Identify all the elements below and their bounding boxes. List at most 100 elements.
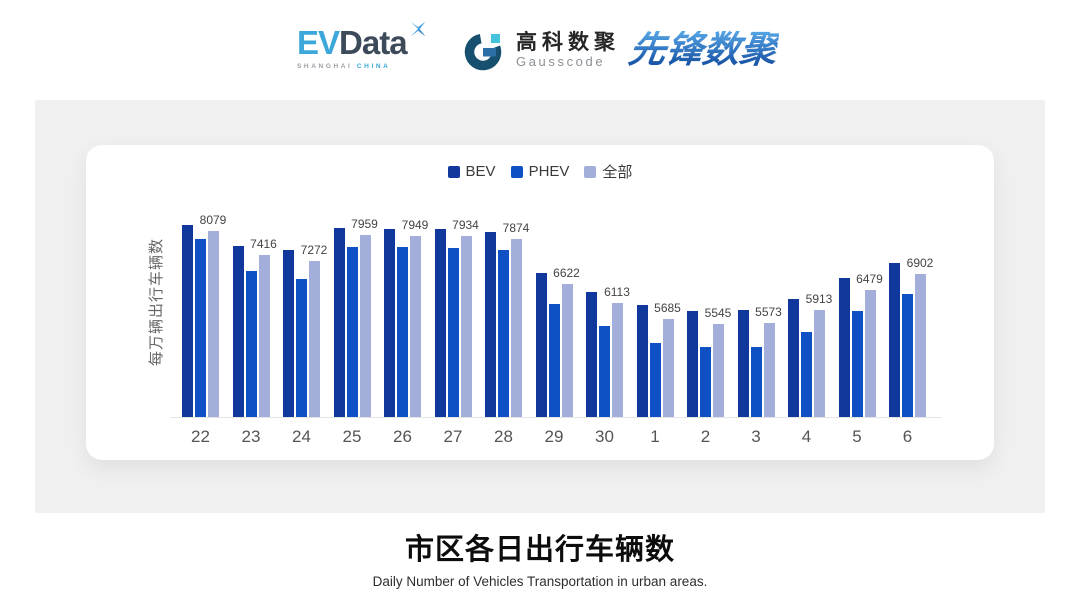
- x-tick-25: 25: [342, 427, 362, 446]
- value-label-22: 8079: [199, 213, 227, 227]
- x-tick-6: 6: [902, 427, 913, 446]
- value-label-23: 7416: [250, 237, 277, 251]
- bar-group-3: 5573: [737, 187, 782, 417]
- bar-全部-29: [561, 284, 573, 417]
- x-axis-line: [170, 417, 942, 418]
- bar-PHEV-2: [700, 347, 711, 417]
- bar-PHEV-30: [599, 326, 610, 417]
- chart-legend: BEV PHEV 全部: [86, 161, 994, 182]
- bar-PHEV-24: [296, 279, 307, 417]
- sparkle-star-icon: [409, 20, 426, 38]
- x-tick-5: 5: [852, 427, 862, 446]
- bar-group-22: 8079: [182, 187, 226, 417]
- bar-全部-26: [410, 236, 421, 417]
- bar-group-30: 6113: [586, 187, 630, 417]
- legend-swatch-phev: [510, 165, 523, 178]
- legend-label-phev: PHEV: [528, 163, 570, 180]
- bar-BEV-4: [788, 299, 799, 417]
- legend-label-bev: BEV: [465, 163, 496, 180]
- value-label-3: 5573: [755, 305, 782, 319]
- bar-全部-3: [763, 323, 775, 417]
- gausscode-text: 高科数聚 Gausscode: [516, 31, 620, 69]
- legend-item-total: 全部: [584, 161, 632, 182]
- bar-全部-1: [662, 319, 674, 417]
- bar-group-26: 7949: [384, 187, 428, 417]
- bar-全部-4: [814, 310, 825, 417]
- value-label-30: 6113: [604, 285, 630, 299]
- x-axis-labels: 22 23 24 25 26 27 28 29 30 1 2 3 4 5 6: [182, 427, 926, 447]
- x-tick-29: 29: [544, 427, 564, 446]
- x-tick-4: 4: [801, 427, 812, 446]
- x-tick-26: 26: [393, 427, 412, 446]
- x-tick-3: 3: [751, 427, 761, 446]
- bar-BEV-28: [485, 232, 496, 417]
- bar-全部-23: [258, 255, 270, 417]
- caption: 市区各日出行车辆数 Daily Number of Vehicles Trans…: [0, 526, 1080, 589]
- evdata-data-text: Data: [339, 24, 408, 61]
- bar-PHEV-4: [801, 332, 812, 417]
- value-label-25: 7959: [351, 217, 378, 231]
- value-label-4: 5913: [805, 292, 833, 306]
- value-label-1: 5685: [654, 301, 681, 315]
- bar-PHEV-6: [902, 294, 913, 417]
- bar-BEV-1: [636, 305, 648, 417]
- value-label-27: 7934: [452, 218, 479, 232]
- bar-全部-28: [511, 239, 522, 417]
- bar-group-4: 5913: [788, 187, 832, 417]
- bar-BEV-5: [838, 278, 850, 417]
- legend-swatch-bev: [447, 165, 460, 178]
- bar-BEV-6: [889, 263, 900, 417]
- bar-PHEV-3: [750, 347, 762, 417]
- gausscode-g-icon: [464, 33, 502, 71]
- bar-PHEV-5: [851, 311, 863, 417]
- bar-BEV-22: [182, 225, 193, 417]
- plot-area: 8079 7416 7272 7959 7949 7934 7874 6622 6113 5685…: [182, 187, 933, 417]
- legend-label-total: 全部: [602, 164, 633, 181]
- gausscode-cn-text: 高科数聚: [516, 30, 620, 54]
- bar-PHEV-22: [195, 239, 206, 417]
- bar-BEV-29: [535, 273, 547, 417]
- value-label-29: 6622: [553, 266, 580, 280]
- bar-BEV-30: [586, 292, 597, 417]
- legend-item-phev: PHEV: [510, 163, 570, 180]
- evdata-wordmark: EVData: [297, 20, 426, 61]
- bar-全部-27: [460, 236, 472, 417]
- chart-card: BEV PHEV 全部 每万辆出行车辆数 8079 7416 7272 7959 794…: [86, 145, 994, 460]
- value-label-26: 7949: [401, 218, 429, 232]
- bar-全部-25: [359, 235, 371, 417]
- value-label-6: 6902: [906, 256, 934, 270]
- evdata-china-text: CHINA: [356, 63, 391, 70]
- evdata-logo: EVData SHANGHAI CHINA: [297, 20, 426, 70]
- x-tick-1: 1: [650, 427, 660, 446]
- bar-PHEV-23: [245, 271, 257, 417]
- value-label-28: 7874: [502, 221, 530, 235]
- bar-BEV-24: [283, 250, 294, 417]
- bar-BEV-3: [737, 310, 749, 417]
- bar-PHEV-1: [649, 343, 661, 417]
- chart-panel: BEV PHEV 全部 每万辆出行车辆数 8079 7416 7272 7959 794…: [35, 100, 1045, 513]
- chart-subtitle: Daily Number of Vehicles Transportation …: [372, 574, 708, 589]
- x-tick-28: 28: [494, 427, 513, 446]
- bar-PHEV-25: [346, 247, 358, 417]
- value-label-24: 7272: [300, 243, 328, 257]
- bar-group-29: 6622: [535, 187, 580, 417]
- bar-BEV-27: [434, 229, 446, 417]
- bar-全部-22: [208, 231, 219, 417]
- value-label-2: 5545: [704, 306, 732, 320]
- bar-PHEV-29: [548, 304, 560, 417]
- bar-全部-5: [864, 290, 876, 417]
- gausscode-en-text: Gausscode: [516, 53, 606, 69]
- bar-group-23: 7416: [232, 187, 277, 417]
- x-tick-23: 23: [241, 427, 261, 446]
- bar-PHEV-28: [498, 250, 509, 417]
- bar-PHEV-27: [447, 248, 459, 417]
- bar-BEV-2: [687, 311, 698, 417]
- bar-group-27: 7934: [434, 187, 479, 417]
- bar-全部-2: [713, 324, 724, 417]
- bar-group-1: 5685: [636, 187, 681, 417]
- gausscode-logo: 高科数聚 Gausscode: [462, 28, 620, 72]
- legend-item-bev: BEV: [447, 163, 496, 180]
- bar-BEV-23: [232, 246, 244, 417]
- x-tick-2: 2: [700, 427, 711, 446]
